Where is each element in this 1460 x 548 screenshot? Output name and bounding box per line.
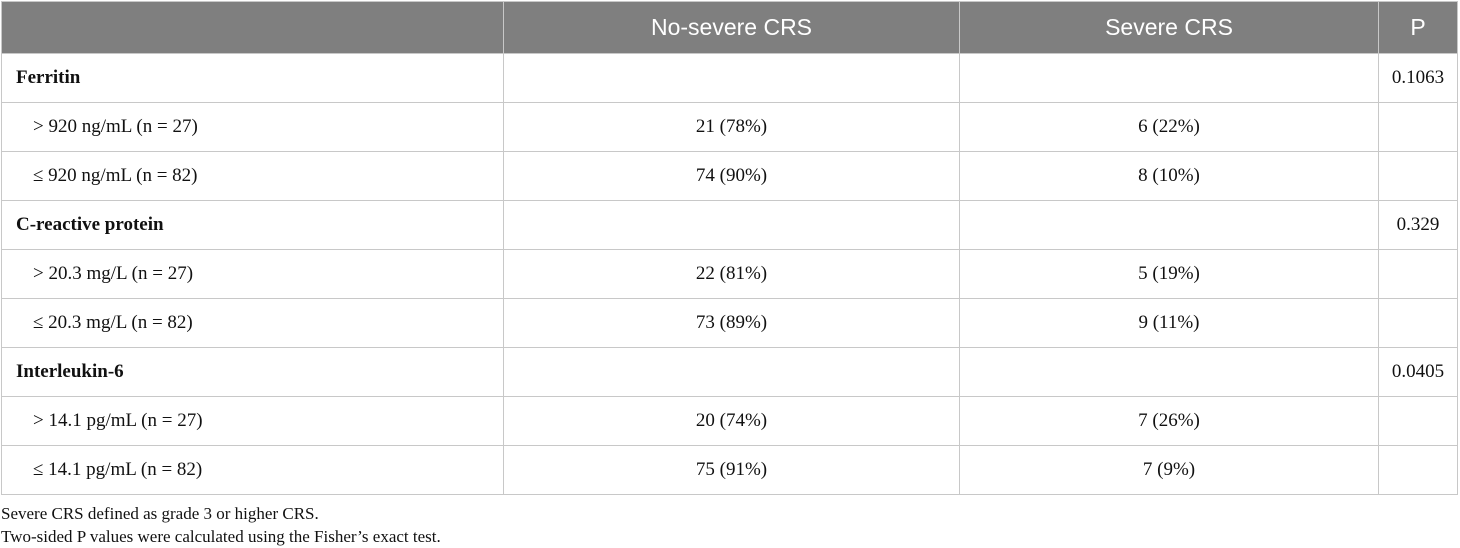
no-severe-cell [503, 347, 960, 397]
header-cell-label [1, 1, 504, 54]
header-cell-severe-crs: Severe CRS [959, 1, 1379, 54]
p-value-cell: 0.1063 [1378, 53, 1458, 103]
p-value-cell [1378, 151, 1458, 201]
no-severe-cell: 22 (81%) [503, 249, 960, 299]
table-footnotes: Severe CRS defined as grade 3 or higher … [1, 502, 441, 548]
severe-cell: 5 (19%) [959, 249, 1379, 299]
table-row: ≤ 20.3 mg/L (n = 82) 73 (89%) 9 (11%) [1, 298, 1458, 348]
header-cell-no-severe-crs: No-severe CRS [503, 1, 960, 54]
row-label: ≤ 20.3 mg/L (n = 82) [1, 298, 504, 348]
group-label-interleukin-6: Interleukin-6 [1, 347, 504, 397]
p-value-cell [1378, 249, 1458, 299]
table-body: Ferritin 0.1063 > 920 ng/mL (n = 27) 21 … [1, 53, 1458, 495]
no-severe-cell [503, 53, 960, 103]
p-value-cell [1378, 298, 1458, 348]
table-row: Interleukin-6 0.0405 [1, 347, 1458, 397]
table-row: ≤ 14.1 pg/mL (n = 82) 75 (91%) 7 (9%) [1, 445, 1458, 495]
p-value-cell: 0.329 [1378, 200, 1458, 250]
table-row: ≤ 920 ng/mL (n = 82) 74 (90%) 8 (10%) [1, 151, 1458, 201]
group-label-ferritin: Ferritin [1, 53, 504, 103]
no-severe-cell: 20 (74%) [503, 396, 960, 446]
severe-cell: 7 (26%) [959, 396, 1379, 446]
table-row: Ferritin 0.1063 [1, 53, 1458, 103]
row-label: > 20.3 mg/L (n = 27) [1, 249, 504, 299]
table-row: > 20.3 mg/L (n = 27) 22 (81%) 5 (19%) [1, 249, 1458, 299]
no-severe-cell: 75 (91%) [503, 445, 960, 495]
no-severe-cell [503, 200, 960, 250]
row-label: > 920 ng/mL (n = 27) [1, 102, 504, 152]
no-severe-cell: 21 (78%) [503, 102, 960, 152]
table-header: No-severe CRS Severe CRS P [1, 1, 1458, 54]
row-label: ≤ 14.1 pg/mL (n = 82) [1, 445, 504, 495]
p-value-cell: 0.0405 [1378, 347, 1458, 397]
severe-cell [959, 200, 1379, 250]
row-label: > 14.1 pg/mL (n = 27) [1, 396, 504, 446]
footnote-severe-crs-definition: Severe CRS defined as grade 3 or higher … [1, 504, 319, 523]
p-value-cell [1378, 102, 1458, 152]
footnote-p-value-method: Two-sided P values were calculated using… [1, 527, 441, 546]
severe-cell: 6 (22%) [959, 102, 1379, 152]
no-severe-cell: 73 (89%) [503, 298, 960, 348]
severe-cell [959, 347, 1379, 397]
p-value-cell [1378, 396, 1458, 446]
p-value-cell [1378, 445, 1458, 495]
severe-cell: 9 (11%) [959, 298, 1379, 348]
group-label-c-reactive-protein: C-reactive protein [1, 200, 504, 250]
severe-cell: 8 (10%) [959, 151, 1379, 201]
table-row: > 920 ng/mL (n = 27) 21 (78%) 6 (22%) [1, 102, 1458, 152]
severe-cell: 7 (9%) [959, 445, 1379, 495]
row-label: ≤ 920 ng/mL (n = 82) [1, 151, 504, 201]
header-cell-p-value: P [1378, 1, 1458, 54]
severe-cell [959, 53, 1379, 103]
results-table: No-severe CRS Severe CRS P Ferritin 0.10… [1, 1, 1458, 495]
table-row: C-reactive protein 0.329 [1, 200, 1458, 250]
header-row: No-severe CRS Severe CRS P [1, 1, 1458, 54]
no-severe-cell: 74 (90%) [503, 151, 960, 201]
table-row: > 14.1 pg/mL (n = 27) 20 (74%) 7 (26%) [1, 396, 1458, 446]
